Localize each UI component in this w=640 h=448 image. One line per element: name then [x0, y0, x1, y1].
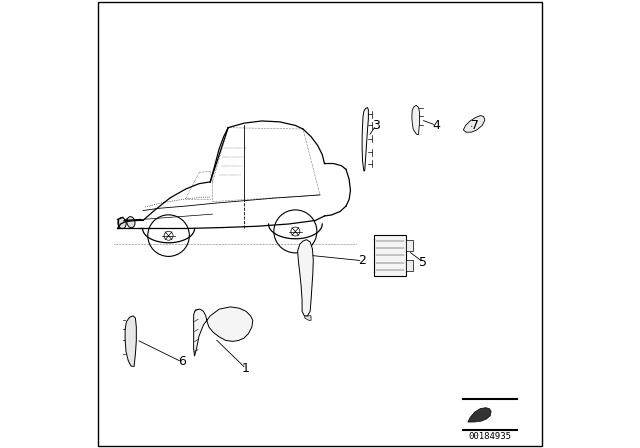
Polygon shape	[362, 108, 369, 171]
FancyBboxPatch shape	[406, 240, 413, 251]
Text: 7: 7	[470, 119, 479, 132]
FancyBboxPatch shape	[374, 235, 406, 276]
Polygon shape	[194, 307, 253, 356]
Ellipse shape	[127, 217, 135, 228]
FancyBboxPatch shape	[406, 260, 413, 271]
Polygon shape	[463, 116, 485, 132]
Text: 1: 1	[242, 362, 250, 375]
Polygon shape	[125, 316, 136, 366]
Polygon shape	[412, 105, 419, 134]
Text: 00184935: 00184935	[468, 432, 512, 441]
Text: 6: 6	[178, 355, 186, 369]
Polygon shape	[298, 240, 314, 316]
Polygon shape	[468, 408, 491, 422]
Text: 4: 4	[433, 119, 440, 132]
Text: 2: 2	[358, 254, 367, 267]
Polygon shape	[305, 316, 311, 320]
Text: 5: 5	[419, 255, 427, 269]
Ellipse shape	[118, 218, 126, 228]
Text: 3: 3	[372, 119, 380, 132]
